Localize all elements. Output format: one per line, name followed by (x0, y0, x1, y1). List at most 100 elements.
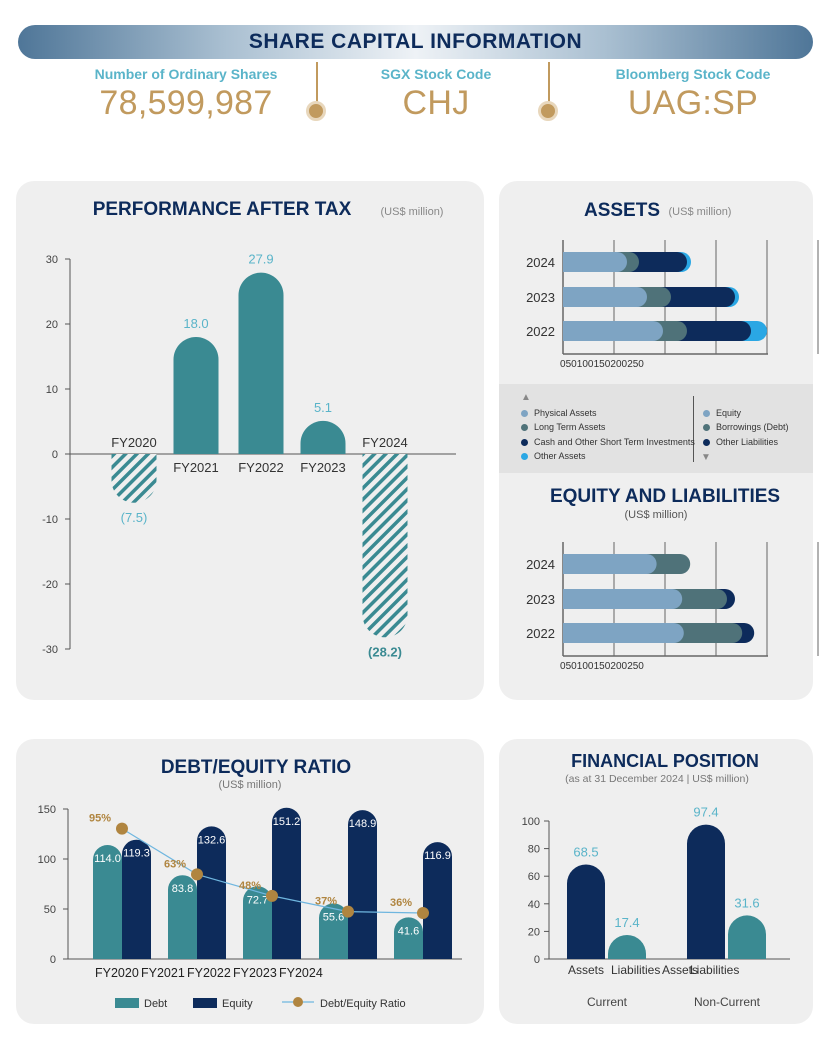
value-label: 119.3 (123, 848, 150, 860)
category-label: Assets (662, 963, 698, 977)
legend-swatch (703, 423, 710, 431)
legend-item: Equity (703, 408, 741, 418)
legend-item: Long Term Assets (521, 422, 605, 432)
y-tick-label: 20 (528, 926, 540, 938)
ratio-point (342, 905, 354, 918)
separator (548, 62, 550, 104)
bar (300, 420, 346, 454)
value-label: 27.9 (248, 252, 273, 267)
y-tick-label: -20 (42, 579, 58, 591)
x-tick-label: 200 (610, 661, 627, 672)
legend-swatch (521, 438, 528, 446)
bar-equity (423, 842, 452, 959)
legend-item: Physical Assets (521, 408, 597, 418)
y-tick-label: 50 (44, 904, 56, 916)
legend-swatch (115, 998, 139, 1008)
performance-title: PERFORMANCE AFTER TAX (93, 199, 352, 220)
x-tick-label: 100 (577, 359, 594, 370)
info-ordinary-shares: Number of Ordinary Shares 78,599,987 (66, 66, 306, 123)
value-label: 148.9 (349, 818, 377, 830)
bar (173, 337, 219, 454)
legend-label: Debt (144, 998, 167, 1010)
bar-equity (197, 826, 226, 959)
bar-equity (272, 807, 301, 959)
y-tick-label: 10 (46, 384, 58, 396)
info-value: 78,599,987 (99, 84, 273, 122)
group-label: Non-Current (694, 995, 761, 1009)
value-label: (28.2) (368, 644, 402, 659)
x-tick-label: 250 (627, 359, 644, 370)
category-label: FY2022 (187, 966, 231, 980)
share-capital-banner: SHARE CAPITAL INFORMATION (18, 25, 813, 59)
x-tick-label: 100 (577, 661, 594, 672)
category-label: FY2021 (173, 460, 219, 475)
value-label: 41.6 (398, 925, 419, 937)
y-tick-label: 100 (38, 854, 56, 866)
ratio-point (266, 889, 278, 902)
financial-position-panel (499, 739, 813, 1024)
bar-segment (563, 589, 683, 609)
legend-label: Debt/Equity Ratio (320, 998, 406, 1010)
ratio-label: 48% (239, 880, 261, 892)
legend-item: Cash and Other Short Term Investments (521, 437, 695, 447)
value-label: 5.1 (314, 400, 332, 415)
separator (316, 62, 318, 104)
x-tick-label: 150 (594, 359, 611, 370)
ratio-label: 36% (390, 897, 412, 909)
info-bloomberg-code: Bloomberg Stock Code UAG:SP (573, 66, 813, 123)
legend-scroll-down-icon[interactable]: ▼ (701, 452, 711, 463)
value-label: 18.0 (183, 316, 208, 331)
share-capital-title: SHARE CAPITAL INFORMATION (248, 30, 583, 53)
stacked-legend: ▲ ▼ Physical Assets Long Term Assets Cas… (499, 384, 813, 473)
y-tick-label: 40 (528, 899, 540, 911)
category-label: FY2023 (300, 460, 346, 475)
performance-unit: (US$ million) (381, 206, 444, 218)
category-label: 2024 (526, 255, 555, 270)
x-tick-label: 50 (566, 359, 578, 370)
ratio-label: 63% (164, 858, 186, 870)
value-label: 97.4 (693, 805, 718, 820)
bar (608, 934, 646, 959)
x-tick-label: 250 (627, 661, 644, 672)
legend-marker (293, 997, 303, 1007)
category-label: Liabilities (690, 963, 739, 977)
y-tick-label: 0 (534, 954, 540, 966)
bar (362, 454, 408, 638)
category-label: 2023 (526, 592, 555, 607)
legend-scroll-up-icon[interactable]: ▲ (521, 392, 531, 403)
bar-debt (168, 875, 197, 959)
legend-label: Other Assets (534, 451, 586, 461)
legend-swatch (703, 438, 710, 446)
bar-segment (563, 623, 684, 643)
legend-label: Long Term Assets (534, 422, 606, 432)
category-label: FY2020 (111, 435, 157, 450)
x-tick-label: 0 (560, 661, 566, 672)
bar-debt (319, 903, 348, 959)
y-tick-label: 150 (38, 804, 56, 816)
category-label: 2023 (526, 290, 555, 305)
x-tick-label: 200 (610, 359, 627, 370)
bar-debt (394, 917, 423, 959)
value-label: 83.8 (172, 883, 193, 895)
ratio-label: 95% (89, 813, 111, 825)
bar (111, 454, 157, 503)
bar-debt (243, 886, 272, 959)
legend-swatch (703, 409, 710, 417)
equity-liabilities-unit: (US$ million) (625, 509, 688, 521)
financial-position-title: FINANCIAL POSITION (571, 751, 759, 771)
value-label: 68.5 (573, 844, 598, 859)
info-label: Number of Ordinary Shares (94, 66, 278, 82)
ratio-point (417, 907, 429, 920)
value-label: (7.5) (121, 510, 148, 525)
info-value: CHJ (402, 84, 470, 122)
assets-title: ASSETS (584, 200, 660, 221)
x-tick-label: 0 (560, 359, 566, 370)
bar-debt (93, 845, 122, 959)
legend-label: Physical Assets (534, 408, 597, 418)
y-tick-label: -10 (42, 514, 58, 526)
bar (238, 272, 284, 454)
category-label: Liabilities (611, 963, 660, 977)
y-tick-label: 20 (46, 319, 58, 331)
value-label: 132.6 (198, 834, 226, 846)
